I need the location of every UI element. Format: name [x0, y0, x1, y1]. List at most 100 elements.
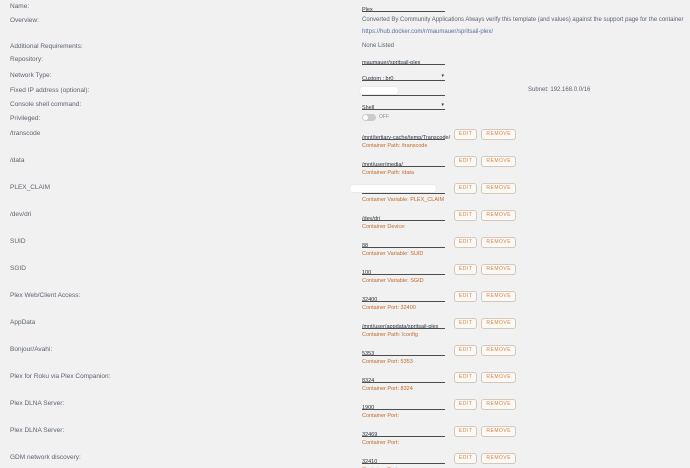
remove-button[interactable]: REMOVE: [481, 426, 517, 437]
config-value: /mnt/user/appdata/spritsail-plex: [362, 323, 439, 330]
privileged-label: Privileged:: [10, 115, 41, 122]
edit-button[interactable]: EDIT: [454, 318, 478, 329]
edit-button[interactable]: EDIT: [454, 399, 478, 410]
config-label: GDM network discovery:: [10, 454, 81, 461]
privileged-toggle[interactable]: [362, 114, 376, 121]
edit-button[interactable]: EDIT: [454, 426, 478, 437]
repository-label: Repository:: [10, 56, 43, 63]
config-value-input[interactable]: 8324: [362, 373, 445, 384]
remove-button[interactable]: REMOVE: [481, 318, 517, 329]
subnet-text: Subnet: 192.168.0.0/16: [528, 87, 591, 93]
remove-button[interactable]: REMOVE: [481, 291, 517, 302]
edit-button[interactable]: EDIT: [454, 264, 478, 275]
config-value: 1900: [362, 404, 375, 411]
fixed-ip-label: Fixed IP address (optional):: [10, 87, 90, 94]
edit-button[interactable]: EDIT: [454, 210, 478, 221]
remove-button[interactable]: REMOVE: [481, 156, 517, 167]
config-caption: Container Port: 8324: [362, 386, 413, 392]
name-label: Name:: [10, 3, 30, 10]
config-caption: Container Variable: SUID: [362, 251, 424, 257]
remove-button[interactable]: REMOVE: [481, 399, 517, 410]
config-label: /transcode: [10, 130, 41, 137]
fixed-ip-input[interactable]: [360, 86, 445, 96]
repository-input[interactable]: maumauer/spritsail-plex: [362, 55, 445, 66]
config-row: SUID 88 EDIT REMOVE Container Variable: …: [0, 236, 690, 263]
remove-button[interactable]: REMOVE: [481, 129, 517, 140]
config-value-input[interactable]: [350, 184, 445, 194]
config-label: SUID: [10, 238, 26, 245]
config-caption: Container Port: 5353: [362, 359, 413, 365]
config-value-input[interactable]: 32469: [362, 427, 445, 438]
name-row: Name: Plex: [0, 2, 690, 13]
config-label: Plex Web/Client Access:: [10, 292, 81, 299]
config-value-input[interactable]: 1900: [362, 400, 445, 411]
config-value-input[interactable]: 88: [362, 238, 445, 249]
config-caption: Container Port:: [362, 440, 399, 446]
support-link[interactable]: https://hub.docker.com/r/maumauer/sprits…: [362, 29, 494, 35]
config-value: 8324: [362, 377, 375, 384]
name-input[interactable]: Plex: [362, 2, 445, 13]
config-row: /dev/dri /dev/dri EDIT REMOVE Container …: [0, 209, 690, 236]
config-row: Plex Web/Client Access: 32400 EDIT REMOV…: [0, 290, 690, 317]
config-label: AppData: [10, 319, 36, 326]
remove-button[interactable]: REMOVE: [481, 453, 517, 464]
console-shell-select[interactable]: Shell ▾: [362, 100, 445, 111]
remove-button[interactable]: REMOVE: [481, 210, 517, 221]
config-caption: Container Path: /transcode: [362, 143, 428, 149]
config-caption: Container Variable: SGID: [362, 278, 424, 284]
edit-button[interactable]: EDIT: [454, 183, 478, 194]
config-value: /mnt/tertiary-cache/temp/Transcode/: [362, 134, 451, 141]
config-value: 32469: [362, 431, 378, 438]
config-value: 32410: [362, 458, 378, 465]
config-caption: Container Port:: [362, 413, 399, 419]
config-value-input[interactable]: /dev/dri: [362, 211, 445, 222]
fixed-ip-row: Fixed IP address (optional): Subnet: 192…: [0, 86, 690, 96]
edit-button[interactable]: EDIT: [454, 345, 478, 356]
remove-button[interactable]: REMOVE: [481, 237, 517, 248]
config-value-input[interactable]: 32400: [362, 292, 445, 303]
remove-button[interactable]: REMOVE: [481, 264, 517, 275]
remove-button[interactable]: REMOVE: [481, 345, 517, 356]
chevron-down-icon: ▾: [441, 102, 444, 108]
remove-button[interactable]: REMOVE: [481, 372, 517, 383]
edit-button[interactable]: EDIT: [454, 237, 478, 248]
config-caption: Container Path: /config: [362, 332, 418, 338]
edit-button[interactable]: EDIT: [454, 453, 478, 464]
config-label: Plex DLNA Server:: [10, 400, 65, 407]
config-value: 32400: [362, 296, 378, 303]
config-label: Plex DLNA Server:: [10, 427, 65, 434]
config-value-input[interactable]: /mnt/user/appdata/spritsail-plex: [362, 319, 445, 330]
network-type-select[interactable]: Custom : br0 ▾: [362, 71, 445, 82]
remove-button[interactable]: REMOVE: [481, 183, 517, 194]
config-value-input[interactable]: 100: [362, 265, 445, 276]
network-type-value: Custom : br0: [362, 76, 394, 82]
overview-row: Overview: Converted By Community Applica…: [0, 16, 690, 36]
network-type-label: Network Type:: [10, 72, 52, 79]
config-value-input[interactable]: 5353: [362, 346, 445, 357]
edit-button[interactable]: EDIT: [454, 372, 478, 383]
config-row: Plex DLNA Server: 1900 EDIT REMOVE Conta…: [0, 398, 690, 425]
config-label: PLEX_CLAIM: [10, 184, 51, 191]
config-row: PLEX_CLAIM EDIT REMOVE Container Variabl…: [0, 182, 690, 209]
additional-requirements-row: Additional Requirements: None Listed: [0, 42, 690, 51]
config-caption: Container Variable: PLEX_CLAIM: [362, 197, 445, 203]
config-value: 100: [362, 269, 372, 276]
edit-button[interactable]: EDIT: [454, 291, 478, 302]
config-caption: Container Path: /data: [362, 170, 414, 176]
config-row: SGID 100 EDIT REMOVE Container Variable:…: [0, 263, 690, 290]
config-value: /mnt/user/media/: [362, 161, 403, 168]
toggle-knob-icon: [363, 115, 368, 120]
repository-value: maumauer/spritsail-plex: [362, 60, 421, 66]
config-row: Plex DLNA Server: 32469 EDIT REMOVE Cont…: [0, 425, 690, 452]
config-value-input[interactable]: /mnt/tertiary-cache/temp/Transcode/: [362, 130, 450, 141]
config-label: /data: [10, 157, 25, 164]
config-value-input[interactable]: /mnt/user/media/: [362, 157, 445, 168]
console-shell-value: Shell: [362, 105, 375, 111]
additional-requirements-value: None Listed: [362, 43, 395, 49]
config-row: AppData /mnt/user/appdata/spritsail-plex…: [0, 317, 690, 344]
overview-label: Overview:: [10, 17, 39, 24]
config-value-input[interactable]: 32410: [362, 454, 445, 465]
edit-button[interactable]: EDIT: [454, 129, 478, 140]
edit-button[interactable]: EDIT: [454, 156, 478, 167]
